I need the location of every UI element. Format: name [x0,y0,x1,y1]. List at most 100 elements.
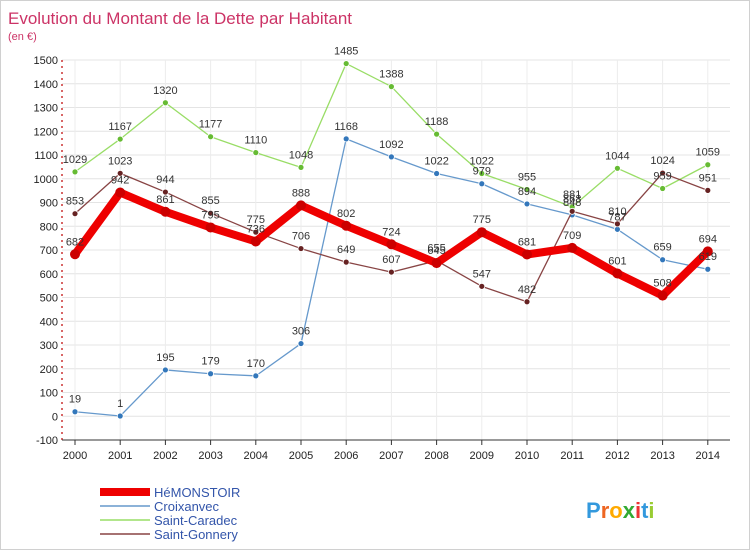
x-tick-label: 2012 [605,450,629,462]
data-point [116,135,124,143]
data-label: 1177 [199,119,223,131]
y-tick-label: 400 [40,316,58,328]
data-label: 649 [337,244,355,256]
data-label: 1029 [63,154,87,166]
data-point [205,222,216,233]
y-tick-label: 1400 [34,79,58,91]
data-label: 787 [608,211,626,223]
data-point [614,220,621,228]
data-point [116,169,124,177]
data-point [431,258,442,269]
logo-letter: i [635,498,641,523]
x-tick-label: 2004 [244,450,268,462]
data-point [567,242,578,253]
x-tick-label: 2003 [198,450,222,462]
data-label: 1048 [289,149,313,161]
data-point [250,236,261,247]
x-tick-label: 2005 [289,450,313,462]
data-point [478,282,486,290]
data-point [297,340,305,347]
data-point [659,256,666,264]
data-label: 1022 [470,156,494,168]
data-point [522,249,532,260]
data-label: 682 [66,236,84,248]
data-label: 951 [699,172,717,184]
data-label: 1 [117,398,123,410]
data-point [297,163,305,171]
data-point [342,258,350,266]
data-label: 694 [699,233,717,245]
chart-subtitle: (en €) [8,31,37,43]
data-point [478,180,486,188]
data-label: 894 [518,186,536,198]
logo-letter: x [623,498,636,523]
data-point [296,200,306,211]
data-label: 955 [518,171,536,183]
data-label: 802 [337,208,355,220]
y-tick-label: 0 [52,411,58,423]
data-point [704,161,712,169]
x-tick-label: 2013 [650,450,674,462]
data-point [207,370,215,378]
data-point [657,290,668,301]
data-point [71,168,79,176]
data-label: 482 [518,284,536,296]
data-label: 861 [156,194,174,206]
data-point [341,220,352,231]
data-label: 724 [382,226,400,238]
data-label: 619 [699,251,717,263]
data-label: 855 [201,195,219,207]
proxiti-logo: Proxiti [586,498,655,523]
data-label: 944 [156,174,174,186]
data-point [71,210,79,218]
data-point [614,164,621,172]
x-tick-label: 2014 [696,450,720,462]
data-label: 179 [201,356,219,368]
chart-title: Evolution du Montant de la Dette par Hab… [8,9,352,28]
y-tick-label: 100 [40,388,58,400]
data-point [612,268,623,279]
data-point [704,265,712,273]
legend-label: Croixanvec [154,499,220,514]
data-label: 888 [292,187,310,199]
data-point [387,268,395,276]
y-tick-label: 1500 [34,55,58,67]
data-point [115,187,126,198]
data-point [342,60,350,67]
data-label: 736 [247,223,265,235]
data-point [252,149,260,157]
data-label: 853 [66,196,84,208]
y-tick-label: 1200 [34,126,58,138]
x-tick-label: 2007 [379,450,403,462]
data-point [207,209,215,217]
data-point [523,298,531,306]
data-point [387,153,395,161]
data-point [704,186,712,194]
y-tick-label: 1100 [34,150,58,162]
data-label: 1110 [244,135,267,147]
data-point [523,186,531,193]
data-point [386,239,397,250]
data-point [116,412,124,420]
data-label: 848 [563,197,581,209]
logo-letter: i [648,498,654,523]
data-point [478,170,486,177]
data-label: 775 [473,214,491,226]
data-label: 1044 [605,150,629,162]
data-point [568,207,576,215]
x-tick-label: 2011 [560,450,584,462]
data-label: 709 [563,230,581,242]
data-point [387,83,395,90]
y-tick-label: 600 [40,269,58,281]
logo-letter: o [609,498,622,523]
data-point [659,169,666,177]
data-label: 547 [473,268,491,280]
data-label: 942 [111,175,129,187]
data-label: 706 [292,231,310,243]
x-tick-label: 2009 [470,450,494,462]
data-label: 1059 [696,147,720,159]
data-point [702,246,713,257]
data-point [476,227,487,238]
data-point [433,170,441,177]
